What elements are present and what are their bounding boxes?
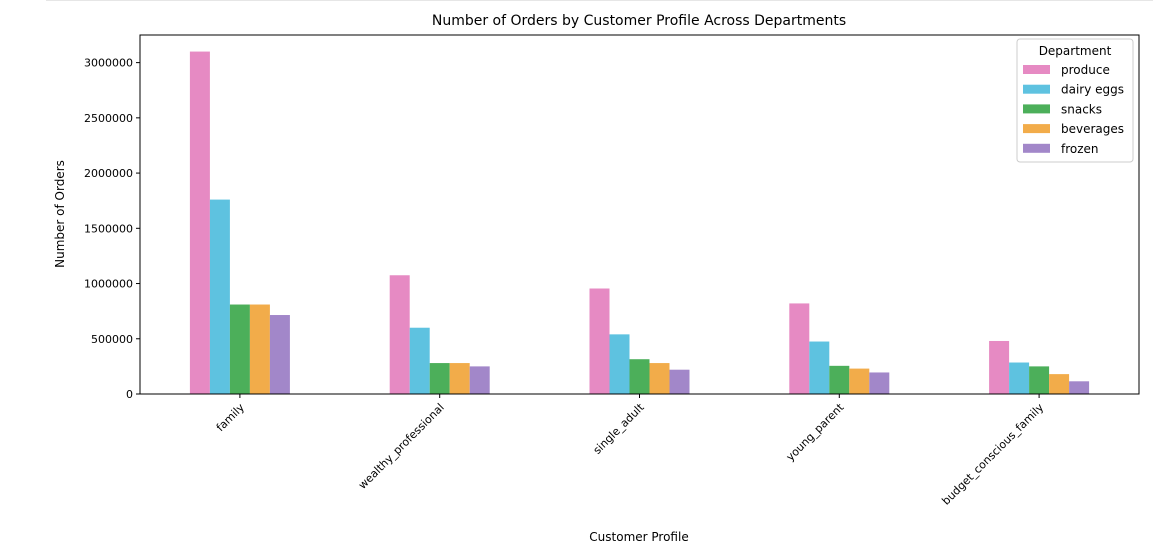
legend-label: produce	[1061, 63, 1110, 77]
y-tick-label: 3000000	[84, 57, 133, 70]
bar	[669, 369, 690, 394]
x-tick-label: single_adult	[591, 400, 647, 456]
bar	[1049, 374, 1070, 394]
x-axis-label: Customer Profile	[589, 530, 688, 544]
legend-title: Department	[1039, 44, 1112, 58]
legend-label: beverages	[1061, 122, 1124, 136]
plot-frame	[139, 34, 1140, 395]
y-tick-label: 2000000	[84, 167, 133, 180]
y-axis-label: Number of Orders	[53, 160, 67, 268]
bars-group	[189, 51, 1090, 395]
legend-swatch	[1023, 143, 1050, 153]
y-tick-label: 1000000	[84, 278, 133, 291]
x-axis: family wealthy_professional single_adult yo…	[214, 394, 1047, 508]
bar	[249, 304, 270, 394]
bar	[649, 363, 670, 394]
bar	[189, 51, 210, 395]
bar	[229, 304, 250, 394]
y-tick-label: 0	[126, 388, 133, 401]
bar	[429, 363, 450, 394]
bar	[849, 368, 870, 394]
bar	[809, 341, 830, 394]
y-axis: 0 500000 1000000 1500000 2000000 2500000 30000…	[84, 57, 140, 401]
legend-swatch	[1023, 104, 1050, 114]
bar	[209, 199, 230, 394]
bar	[629, 359, 650, 394]
bar	[869, 372, 890, 394]
legend: Department produce dairy eggs snacks beverag…	[1016, 38, 1134, 163]
legend-swatch	[1023, 84, 1050, 94]
bar	[589, 288, 610, 394]
x-tick-label: wealthy_professional	[356, 401, 447, 492]
bar	[409, 327, 430, 394]
bar	[269, 315, 290, 394]
x-tick-label: family	[214, 401, 248, 435]
x-tick-label: young_parent	[784, 400, 847, 463]
bar	[989, 340, 1010, 394]
bar	[1009, 362, 1030, 394]
y-tick-label: 1500000	[84, 222, 133, 235]
legend-label: snacks	[1061, 102, 1102, 116]
bar	[829, 365, 850, 394]
bar	[789, 303, 810, 394]
y-tick-label: 500000	[91, 333, 133, 346]
x-tick-label: budget_conscious_family	[939, 401, 1046, 508]
top-divider	[46, 0, 1153, 1]
legend-label: dairy eggs	[1061, 83, 1124, 97]
legend-swatch	[1023, 124, 1050, 134]
bar	[1069, 381, 1090, 394]
chart-title: Number of Orders by Customer Profile Acr…	[432, 13, 846, 29]
bar	[609, 334, 630, 394]
y-tick-label: 2500000	[84, 112, 133, 125]
bar	[469, 366, 490, 394]
legend-swatch	[1023, 65, 1050, 74]
bar	[389, 275, 410, 394]
bar	[449, 363, 470, 394]
bar	[1029, 366, 1050, 394]
legend-label: frozen	[1061, 142, 1099, 156]
